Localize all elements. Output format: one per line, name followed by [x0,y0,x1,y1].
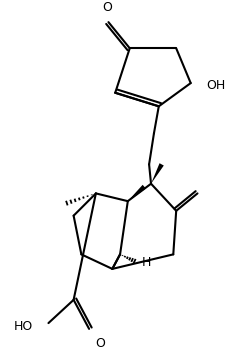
Text: H: H [141,256,151,269]
Text: HO: HO [14,320,33,333]
Polygon shape [128,185,146,201]
Text: O: O [102,1,112,14]
Text: O: O [95,337,105,350]
Text: OH: OH [206,78,225,92]
Polygon shape [151,163,164,184]
